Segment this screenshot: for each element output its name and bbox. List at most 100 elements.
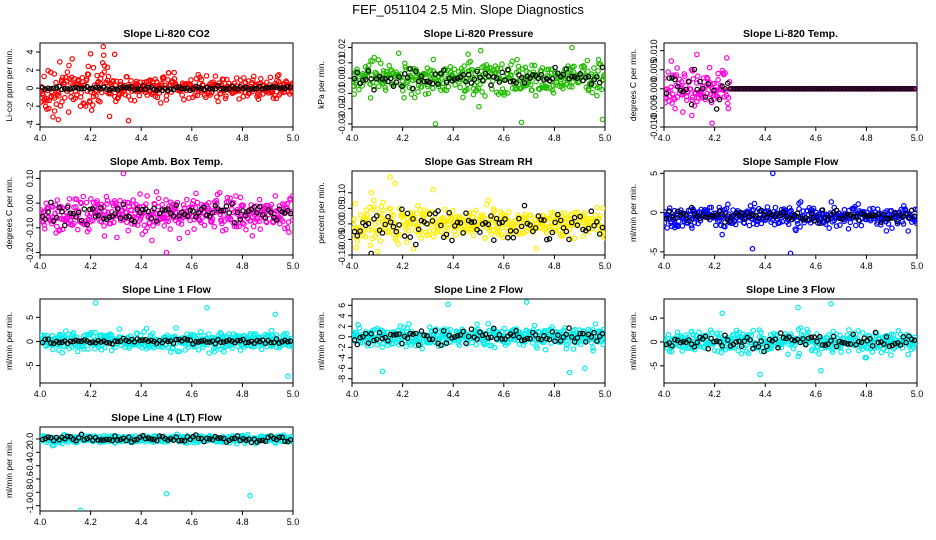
data-point-black <box>711 87 717 94</box>
data-point-black <box>524 335 531 342</box>
data-point-black <box>889 215 896 221</box>
data-point-black <box>897 342 904 348</box>
data-point-black <box>552 64 558 71</box>
data-point <box>494 65 501 72</box>
data-point-outlier <box>828 300 834 307</box>
data-point-black <box>853 213 859 220</box>
data-point <box>444 224 450 231</box>
data-point <box>378 79 385 86</box>
data-point-black <box>727 86 734 92</box>
data-point-black <box>226 210 233 216</box>
x-tick-label: 4.0 <box>346 133 359 143</box>
data-point-black <box>240 336 246 343</box>
data-point-black <box>212 202 219 209</box>
data-point <box>126 200 132 206</box>
x-tick-label: 4.2 <box>396 389 409 399</box>
data-point <box>794 218 800 224</box>
data-point-black <box>677 339 684 346</box>
data-point <box>715 70 721 77</box>
data-point <box>284 224 291 231</box>
data-point-black <box>426 336 433 343</box>
y-tick-label: -0.01 <box>337 83 347 104</box>
data-point-black <box>357 334 363 341</box>
data-point <box>665 69 671 75</box>
data-point-black <box>833 343 840 350</box>
data-point-black <box>750 345 756 352</box>
data-point-black <box>766 86 773 92</box>
data-point <box>50 346 56 353</box>
x-tick-label: 4.0 <box>658 133 671 143</box>
data-point <box>419 345 426 352</box>
data-point-black <box>468 80 475 86</box>
data-point <box>75 226 81 233</box>
data-points <box>352 44 605 127</box>
data-point-outlier <box>787 250 794 255</box>
data-point <box>101 69 108 75</box>
data-point <box>690 76 697 82</box>
data-point-black <box>535 213 542 219</box>
data-point-black <box>474 336 480 342</box>
data-point-black <box>354 341 361 348</box>
data-point-black <box>493 75 500 81</box>
data-point-black <box>404 335 411 341</box>
data-point-black <box>123 214 129 221</box>
data-point <box>220 76 227 83</box>
data-point-black <box>140 83 146 89</box>
data-point <box>694 98 700 105</box>
data-point-black <box>284 338 291 345</box>
data-point <box>672 105 678 112</box>
data-point <box>529 340 536 347</box>
data-point-black <box>460 328 467 335</box>
data-point <box>150 223 156 229</box>
data-point <box>122 92 129 98</box>
x-tick-label: 4.0 <box>34 261 47 271</box>
data-point-black <box>719 211 726 218</box>
data-point-black <box>432 71 439 77</box>
data-point <box>679 348 686 354</box>
y-tick-label: 5 <box>25 315 35 320</box>
data-point-black <box>89 339 96 345</box>
data-point <box>408 91 415 98</box>
data-point-black <box>70 338 77 345</box>
data-point <box>374 248 381 255</box>
data-point-black <box>861 86 868 92</box>
x-tick-label: 4.8 <box>548 133 561 143</box>
data-point-black <box>541 332 547 339</box>
data-point-black <box>490 325 497 332</box>
data-point <box>206 200 212 206</box>
data-point-black <box>451 223 458 229</box>
data-point-black <box>763 214 770 220</box>
data-point-black <box>844 340 851 347</box>
data-point-black <box>176 336 182 343</box>
data-point <box>70 329 77 336</box>
chart-title: Slope Line 2 Flow <box>434 284 524 296</box>
x-tick-label: 4.6 <box>186 261 199 271</box>
data-point-black <box>482 331 489 338</box>
data-point <box>490 223 497 229</box>
data-point-black <box>504 66 511 73</box>
y-tick-label: -5 <box>25 362 35 370</box>
data-point-black <box>691 343 698 350</box>
data-point-black <box>839 339 845 346</box>
data-point-black <box>839 216 845 222</box>
data-point <box>869 349 876 355</box>
data-point <box>117 197 123 204</box>
data-point-black <box>432 327 439 334</box>
data-point <box>290 193 293 199</box>
y-axis-label: kPa per min. <box>316 61 326 109</box>
data-point-black <box>67 338 74 345</box>
data-point-black <box>471 76 478 83</box>
data-point-black <box>352 75 358 82</box>
data-point-black <box>747 86 753 92</box>
data-point-black <box>850 331 857 338</box>
chart-title: Slope Sample Flow <box>743 156 840 168</box>
data-point <box>481 341 488 348</box>
data-point <box>251 73 257 80</box>
data-point-black <box>357 80 363 87</box>
data-point-black <box>92 213 99 219</box>
data-point <box>595 68 601 74</box>
data-point <box>689 225 695 231</box>
data-point <box>366 217 373 224</box>
data-point <box>476 103 482 110</box>
data-point <box>401 95 407 101</box>
